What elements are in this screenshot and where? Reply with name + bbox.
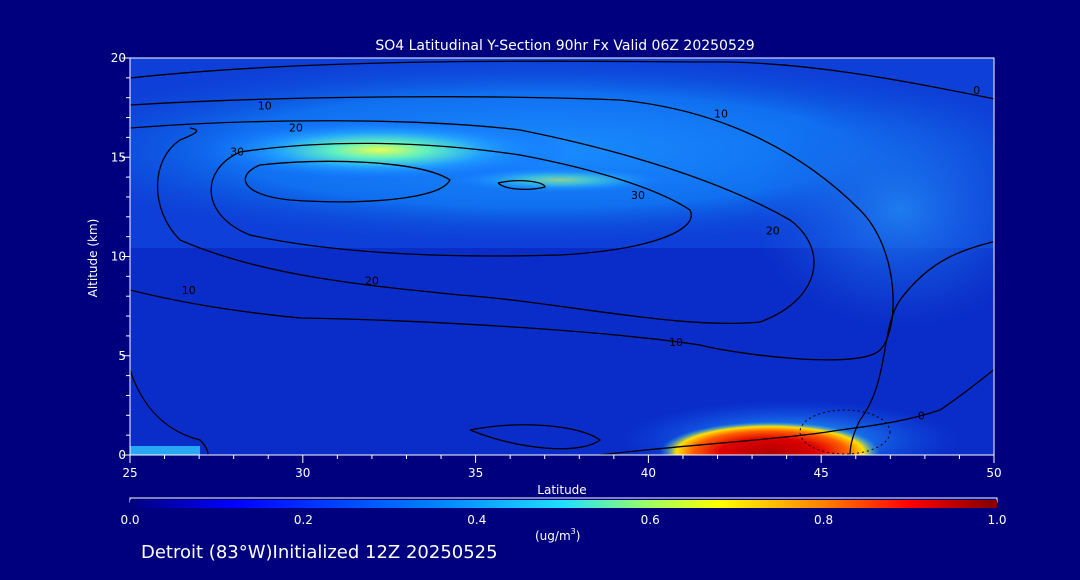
x-tick-label: 50 — [986, 466, 1001, 480]
contour-label: 10 — [714, 108, 728, 121]
x-tick-label: 40 — [641, 466, 656, 480]
contour-line-30 — [210, 142, 692, 257]
contour-line-right-0 — [849, 240, 994, 455]
colorbar-tick-label: 0.2 — [294, 513, 313, 527]
colorbar-tick-label: 0.8 — [814, 513, 833, 527]
y-tick-label: 5 — [118, 349, 126, 363]
y-tick-label: 20 — [111, 51, 126, 65]
contour-label: 0 — [973, 84, 980, 97]
colorbar-units-main: (ug/m — [535, 529, 571, 543]
contour-line-20 — [130, 120, 815, 325]
colorbar-tick-label: 0.0 — [120, 513, 139, 527]
y-tick-label: 0 — [118, 448, 126, 462]
contour-label: 30 — [230, 145, 244, 158]
y-tick-label: 15 — [111, 150, 126, 164]
contour-label: 20 — [289, 121, 303, 134]
contour-label: 10 — [182, 284, 196, 297]
contour-lines — [130, 60, 994, 455]
contour-line-0b — [469, 424, 602, 450]
colorbar-ticks: 0.0 0.2 0.4 0.6 0.8 1.0 — [120, 513, 1006, 527]
colorbar-units: (ug/m3) — [535, 527, 580, 543]
plot-area: 10 20 30 10 30 20 20 10 10 0 0 — [130, 58, 994, 455]
contour-line-40 — [244, 160, 451, 203]
y-tick-label: 10 — [111, 250, 126, 264]
colorbar-tick-label: 1.0 — [987, 513, 1006, 527]
contour-label: 20 — [365, 274, 379, 287]
x-axis: 25 30 35 40 45 50 — [122, 455, 1002, 480]
contour-line-surface-0 — [599, 368, 994, 455]
upper-level-plume — [190, 118, 570, 182]
right-side-plume — [750, 90, 994, 330]
colorbar-tick-label: 0.4 — [467, 513, 486, 527]
upper-level-plume-tail — [440, 166, 680, 194]
colorbar-tick-label: 0.6 — [641, 513, 660, 527]
contour-label: 10 — [669, 336, 683, 349]
contour-line-dotted — [799, 409, 891, 455]
contour-label: 10 — [258, 100, 272, 113]
y-axis: 0 5 10 15 20 — [111, 51, 130, 462]
contour-label: 0 — [918, 409, 925, 422]
colorbar-units-end: ) — [576, 529, 581, 543]
contour-line-0a — [130, 60, 994, 100]
contour-line-10 — [130, 96, 894, 361]
contour-line-small — [497, 180, 546, 190]
contour-labels: 10 20 30 10 30 20 20 10 10 0 0 — [182, 84, 980, 423]
init-info: Detroit (83°W)Initialized 12Z 20250525 — [141, 542, 498, 563]
x-tick-label: 35 — [468, 466, 483, 480]
x-axis-label: Latitude — [537, 483, 586, 497]
contour-line-left — [130, 369, 209, 455]
contour-label: 30 — [631, 189, 645, 202]
surface-left-patch — [130, 446, 200, 455]
x-tick-label: 45 — [814, 466, 829, 480]
contour-label: 20 — [766, 225, 780, 238]
colorbar-units-sup: 3 — [571, 527, 576, 536]
chart-title: SO4 Latitudinal Y-Section 90hr Fx Valid … — [375, 38, 754, 54]
surface-plume — [660, 422, 880, 455]
x-tick-label: 30 — [295, 466, 310, 480]
colorbar — [130, 500, 997, 508]
y-axis-label: Altitude (km) — [86, 219, 100, 298]
x-tick-label: 25 — [122, 466, 137, 480]
